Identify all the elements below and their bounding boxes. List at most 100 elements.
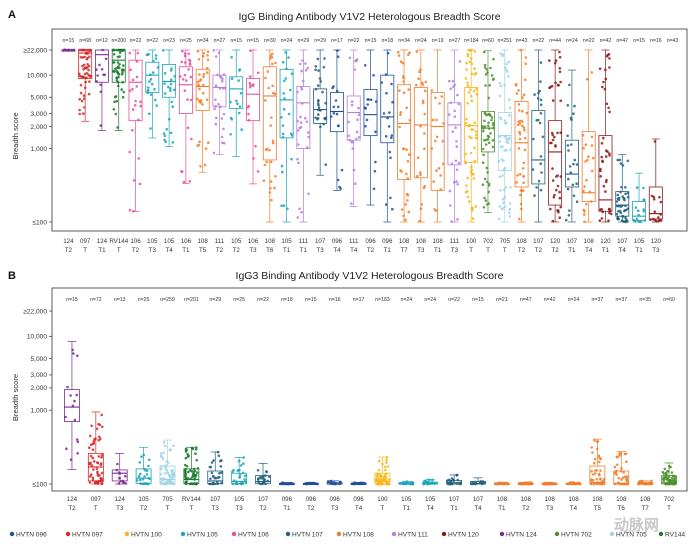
x-tick-study: 108 xyxy=(432,238,443,245)
data-point xyxy=(187,454,190,458)
n-count-label: n=34 xyxy=(398,38,410,44)
data-point xyxy=(101,48,104,52)
data-point xyxy=(554,81,557,85)
data-point xyxy=(159,482,163,485)
data-point xyxy=(572,194,576,198)
data-point xyxy=(290,157,293,161)
data-point xyxy=(615,469,618,473)
data-point xyxy=(271,141,275,145)
data-point xyxy=(249,83,252,87)
data-point xyxy=(152,60,155,63)
data-point xyxy=(304,68,308,72)
data-point xyxy=(82,112,85,115)
data-point xyxy=(539,155,543,158)
data-point xyxy=(385,455,389,459)
x-tick-group: T5 xyxy=(199,247,207,254)
n-count-label: n=15 xyxy=(633,38,645,44)
data-point xyxy=(205,71,209,74)
data-point xyxy=(186,98,189,101)
data-point xyxy=(64,48,67,52)
legend-marker xyxy=(658,531,664,537)
data-point xyxy=(592,482,596,486)
data-point xyxy=(424,80,428,84)
data-point xyxy=(185,464,189,468)
data-point xyxy=(505,70,509,73)
data-point xyxy=(390,134,394,137)
data-point xyxy=(314,116,317,120)
data-point xyxy=(471,217,475,220)
n-count-label: n=15 xyxy=(63,38,75,44)
x-tick-group: T2 xyxy=(68,505,76,512)
data-point xyxy=(384,73,388,76)
data-point xyxy=(600,217,604,220)
data-point xyxy=(116,61,120,64)
data-point xyxy=(88,434,92,438)
data-point xyxy=(516,174,519,177)
data-point xyxy=(626,207,630,210)
x-tick-group: T1 xyxy=(283,505,291,512)
data-point xyxy=(192,467,196,471)
data-point xyxy=(202,72,206,76)
panel-letter: B xyxy=(8,270,16,282)
data-point xyxy=(378,480,382,483)
data-point xyxy=(408,118,412,122)
data-point xyxy=(389,156,392,160)
x-tick-study: 108 xyxy=(416,238,427,245)
data-point xyxy=(447,478,451,482)
data-point xyxy=(287,56,290,59)
data-point xyxy=(423,112,427,116)
data-point xyxy=(112,108,116,111)
data-point xyxy=(558,67,562,70)
data-point xyxy=(607,106,610,110)
data-point xyxy=(570,118,573,121)
data-point xyxy=(280,204,283,207)
data-point xyxy=(84,51,88,55)
data-point xyxy=(418,219,422,223)
data-point xyxy=(659,200,663,204)
x-tick-study: 096 xyxy=(382,238,393,245)
data-point xyxy=(387,125,391,128)
data-point xyxy=(604,77,608,81)
data-point xyxy=(169,448,172,451)
data-point xyxy=(468,123,472,127)
data-point xyxy=(464,190,468,194)
data-point xyxy=(670,471,674,474)
data-point xyxy=(559,99,562,103)
data-point xyxy=(196,49,200,53)
data-point xyxy=(423,480,426,484)
x-tick-study: 096 xyxy=(282,496,293,503)
data-point xyxy=(559,205,563,209)
x-tick-study: 107 xyxy=(210,496,221,503)
data-point xyxy=(218,471,221,475)
data-point xyxy=(470,99,474,102)
data-point xyxy=(141,477,145,481)
data-point xyxy=(216,480,219,484)
data-point xyxy=(599,482,602,486)
data-point xyxy=(268,148,271,152)
data-point xyxy=(653,140,657,143)
data-point xyxy=(551,133,554,137)
data-point xyxy=(116,81,120,84)
data-point xyxy=(347,134,350,138)
data-point xyxy=(240,128,243,131)
data-point xyxy=(607,219,610,222)
data-point xyxy=(441,140,445,143)
x-tick-study: 097 xyxy=(80,238,91,245)
data-point xyxy=(374,160,377,164)
data-point xyxy=(270,198,273,202)
data-point xyxy=(153,98,157,102)
data-point xyxy=(618,158,622,162)
n-count-label: n=72 xyxy=(90,297,102,303)
data-point xyxy=(465,184,468,187)
data-point xyxy=(523,128,526,132)
data-point xyxy=(84,80,87,84)
data-point xyxy=(64,415,67,419)
data-point xyxy=(351,140,354,144)
data-point xyxy=(626,191,630,195)
data-point xyxy=(269,180,273,183)
data-point xyxy=(643,219,647,222)
data-point xyxy=(524,62,527,65)
data-point xyxy=(585,78,589,81)
data-point xyxy=(254,144,257,148)
data-point xyxy=(212,151,216,155)
